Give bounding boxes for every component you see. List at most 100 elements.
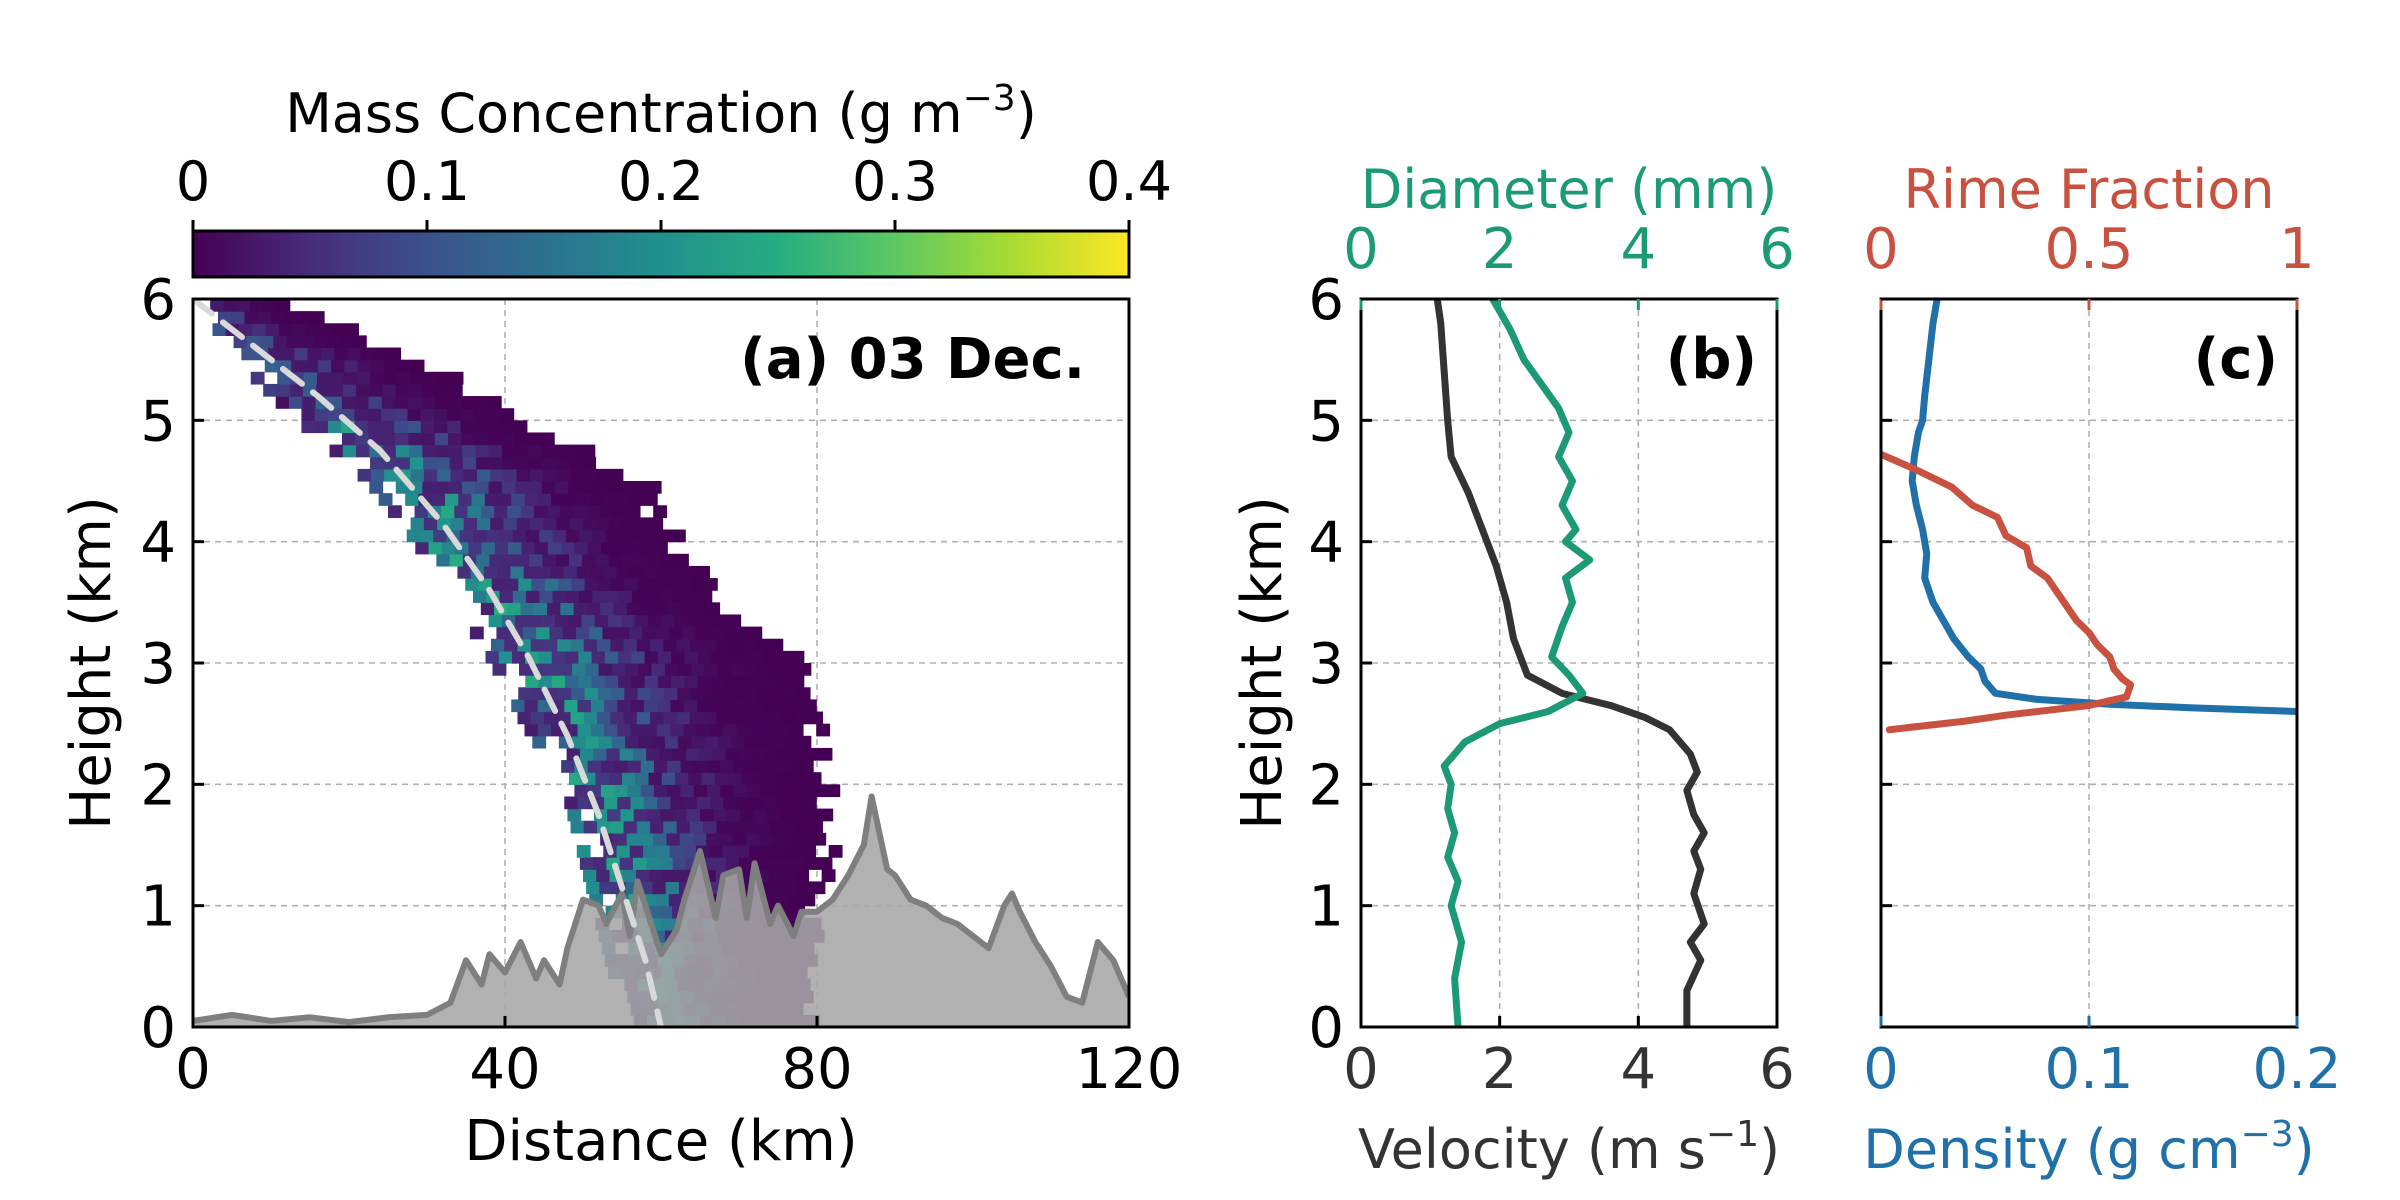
- heatmap-cell: [752, 747, 767, 761]
- heatmap-cell: [511, 493, 526, 506]
- heatmap-cell: [367, 420, 382, 434]
- x-tick-label: 6: [1759, 1037, 1795, 1102]
- heatmap-cell: [434, 408, 448, 421]
- heatmap-cell: [756, 820, 771, 834]
- heatmap-cell: [529, 468, 544, 482]
- heatmap-cell: [536, 626, 551, 640]
- heatmap-cell: [519, 663, 533, 676]
- heatmap-cell: [529, 456, 544, 470]
- heatmap-cell: [476, 517, 491, 531]
- heatmap-cell: [659, 857, 674, 870]
- heatmap-cell: [623, 638, 638, 652]
- heatmap-cell: [662, 869, 677, 882]
- heatmap-cell: [624, 687, 639, 700]
- heatmap-cell: [644, 650, 659, 664]
- heatmap-cell: [691, 735, 706, 749]
- heatmap-cell: [538, 650, 553, 664]
- heatmap-cell: [597, 578, 612, 591]
- heatmap-cell: [603, 565, 618, 579]
- heatmap-cell: [263, 299, 278, 312]
- heatmap-cell: [777, 650, 792, 664]
- heatmap-cell: [569, 468, 584, 482]
- heatmap-cell: [457, 565, 472, 579]
- heatmap-cell: [643, 493, 658, 506]
- heatmap-cell: [616, 565, 631, 579]
- heatmap-cell: [409, 371, 424, 385]
- heatmap-cell: [530, 711, 545, 725]
- heatmap-cell: [746, 832, 760, 846]
- heatmap-cell: [562, 626, 577, 640]
- heatmap-cell: [770, 735, 785, 749]
- heatmap-cell: [507, 602, 522, 616]
- heatmap-cell: [286, 335, 301, 349]
- heatmap-cell: [640, 541, 655, 555]
- heatmap-cell: [671, 590, 686, 603]
- heatmap-cell: [561, 760, 576, 773]
- heatmap-cell: [583, 638, 598, 652]
- heatmap-cell: [679, 832, 694, 846]
- heatmap-cell: [737, 650, 752, 664]
- heatmap-cell: [668, 626, 683, 640]
- heatmap-cell: [414, 505, 429, 518]
- heatmap-cell: [291, 359, 306, 373]
- heatmap-cell: [604, 493, 618, 506]
- heatmap-cell: [636, 517, 650, 531]
- heatmap-cell: [776, 723, 791, 737]
- heatmap-cell: [583, 468, 597, 482]
- heatmap-cell: [821, 869, 836, 882]
- heatmap-cell: [661, 772, 676, 785]
- heatmap-cell: [563, 565, 578, 579]
- heatmap-cell: [370, 456, 384, 470]
- heatmap-cell: [595, 772, 610, 785]
- heatmap-cell: [449, 456, 464, 470]
- heatmap-cell: [397, 359, 412, 373]
- heatmap-cell: [816, 723, 831, 737]
- panel-c-lines: [1881, 299, 2297, 734]
- heatmap-cell: [516, 517, 531, 531]
- heatmap-cell: [577, 699, 592, 713]
- heatmap-cell: [503, 468, 518, 482]
- heatmap-cell: [488, 481, 503, 494]
- colorbar-gradient: [191, 229, 1131, 279]
- heatmap-cell: [545, 663, 560, 676]
- heatmap-cell: [250, 371, 265, 385]
- heatmap-cell: [454, 505, 469, 518]
- heatmap-cell: [826, 784, 841, 798]
- heatmap-cell: [796, 687, 811, 700]
- heatmap-cell: [650, 638, 664, 652]
- heatmap-cell: [305, 323, 320, 336]
- heatmap-cell: [419, 529, 434, 543]
- heatmap-cell: [756, 711, 771, 725]
- heatmap-cell: [828, 845, 843, 858]
- heatmap-cell: [655, 626, 670, 640]
- heatmap-cell: [529, 553, 544, 567]
- heatmap-cell: [750, 675, 765, 688]
- heatmap-cell: [638, 663, 653, 676]
- heatmap-cell: [748, 626, 763, 640]
- heatmap-cell: [611, 578, 625, 591]
- heatmap-cell: [666, 832, 681, 846]
- heatmap-cell: [441, 541, 456, 555]
- heatmap-cell: [560, 505, 575, 518]
- heatmap-cell: [597, 687, 612, 700]
- heatmap-cell: [278, 323, 293, 336]
- heatmap-cell: [475, 481, 490, 494]
- heatmap-cell: [534, 541, 549, 555]
- heatmap-cell: [720, 784, 735, 798]
- colorbar-tick-label: 0.1: [384, 150, 470, 213]
- heatmap-cell: [408, 432, 423, 446]
- heatmap-cell: [684, 675, 699, 688]
- heatmap-cell: [514, 432, 529, 446]
- heatmap-cell: [589, 626, 604, 640]
- heatmap-cell: [543, 468, 558, 482]
- heatmap-cell: [496, 626, 511, 640]
- heatmap-cell: [770, 687, 785, 700]
- heatmap-cell: [639, 832, 654, 846]
- heatmap-cell: [768, 869, 783, 882]
- heatmap-cell: [423, 468, 438, 482]
- heatmap-cell: [729, 820, 744, 834]
- heatmap-cell: [692, 602, 707, 616]
- heatmap-cell: [543, 517, 558, 531]
- heatmap-cell: [727, 614, 742, 628]
- heatmap-cell: [770, 663, 785, 676]
